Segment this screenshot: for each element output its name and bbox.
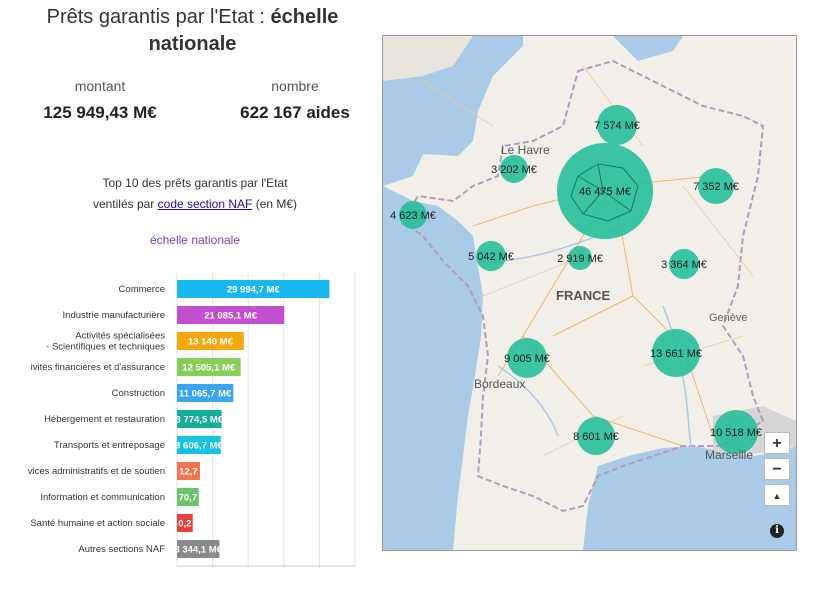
chart-value-label: 0,2 bbox=[178, 519, 191, 530]
naf-bar-chart: Commerce 29 994,7 M€ Industrie manufacturi… bbox=[28, 272, 356, 568]
chart-category-label: Transports et entreposage bbox=[54, 440, 165, 451]
map-land-uk bbox=[383, 36, 473, 81]
chart-bar[interactable] bbox=[177, 306, 285, 324]
map-cluster-label: 3 364 M€ bbox=[661, 259, 707, 271]
subtitle-line2: ventilés par code section NAF (en M€) bbox=[40, 194, 350, 215]
chart-category-label: Hébergement et restauration bbox=[44, 414, 165, 425]
chart-value-label: 3 774,5 M€ bbox=[176, 415, 224, 426]
map-roads bbox=[472, 175, 714, 447]
chart-value-label: 21 085,1 M€ bbox=[204, 311, 258, 322]
title-part2: échelle bbox=[270, 6, 339, 28]
page-title: Prêts garantis par l'Etat : échelle nati… bbox=[0, 4, 385, 58]
map-france-border bbox=[401, 59, 765, 513]
chart-category-label: Activités spécialisées bbox=[75, 331, 165, 342]
chart-category-label: vices administratifs et de soutien bbox=[28, 466, 165, 477]
place-marseille: Marseille bbox=[705, 448, 753, 462]
place-bordeaux: Bordeaux bbox=[474, 377, 525, 391]
map-cluster-marker[interactable] bbox=[399, 201, 427, 229]
chart-bar[interactable] bbox=[177, 462, 200, 480]
map-cluster-marker[interactable] bbox=[714, 410, 758, 454]
title-part1: Prêts garantis par l'Etat : bbox=[46, 6, 271, 28]
map-cluster-label: 46 475 M€ bbox=[579, 186, 631, 198]
chart-bar[interactable] bbox=[177, 280, 330, 298]
map-cluster-marker[interactable] bbox=[577, 417, 615, 455]
chart-bar[interactable] bbox=[177, 410, 222, 428]
map-clusters: 7 574 M€ 3 202 M€ 46 475 M€ 7 352 M€ 4 623 M… bbox=[390, 105, 762, 455]
place-geneve: Genève bbox=[709, 312, 748, 324]
chart-category-label: Construction bbox=[112, 388, 165, 399]
info-icon[interactable]: i bbox=[770, 524, 784, 538]
place-le-havre: Le Havre bbox=[501, 143, 550, 157]
chart-category-label: Information et communication bbox=[40, 492, 165, 503]
scale-label: échelle nationale bbox=[149, 233, 241, 247]
map-sea-mediterranean bbox=[583, 446, 796, 550]
map-cluster-marker[interactable] bbox=[476, 241, 506, 271]
amount-label: montant bbox=[74, 78, 126, 94]
map-cluster-label: 3 202 M€ bbox=[491, 164, 537, 176]
chart-category-label: Autres sections NAF bbox=[78, 544, 165, 555]
chart-bar[interactable] bbox=[177, 488, 199, 506]
map-sea-north bbox=[613, 36, 683, 61]
chart-value-label: 12,7 bbox=[179, 467, 198, 478]
map-cluster-label: 5 042 M€ bbox=[468, 251, 514, 263]
map-cluster-label: 4 623 M€ bbox=[390, 210, 436, 222]
map-cluster-marker[interactable] bbox=[500, 155, 528, 183]
chart-value-label: 13 140 M€ bbox=[188, 337, 234, 348]
chart-bar[interactable] bbox=[177, 514, 193, 532]
zoom-out-button[interactable]: − bbox=[764, 458, 790, 480]
chart-category-label: Industrie manufacturière bbox=[63, 310, 165, 321]
chart-category-label: - Scientifiques et techniques bbox=[46, 342, 165, 353]
chart-value-label: 11 065,7 M€ bbox=[179, 389, 232, 400]
map-cluster-label: 7 352 M€ bbox=[693, 181, 739, 193]
chart-bar[interactable] bbox=[177, 436, 221, 454]
place-france: FRANCE bbox=[556, 288, 610, 303]
count-label: nombre bbox=[271, 78, 319, 94]
chart-category-label: Commerce bbox=[119, 284, 165, 295]
map-cluster-marker[interactable] bbox=[652, 329, 700, 377]
chart-value-label: 12 505,1 M€ bbox=[182, 363, 236, 374]
chart-category-label: ivités financières et d'assurance bbox=[31, 362, 165, 373]
map-cluster-marker[interactable] bbox=[597, 105, 637, 145]
amount-value: 125 949,43 M€ bbox=[43, 103, 157, 122]
map-sea-atlantic bbox=[383, 186, 483, 550]
naf-link[interactable]: code section NAF bbox=[157, 197, 253, 211]
chart-value-label: 29 994,7 M€ bbox=[227, 285, 281, 296]
map-cluster-label: 9 005 M€ bbox=[504, 353, 550, 365]
map-cluster-marker[interactable] bbox=[669, 249, 699, 279]
map-cluster-marker[interactable] bbox=[698, 168, 734, 204]
zoom-in-button[interactable]: + bbox=[764, 432, 790, 454]
map-panel[interactable]: 7 574 M€ 3 202 M€ 46 475 M€ 7 352 M€ 4 623 M… bbox=[382, 35, 797, 551]
subtitle-line1: Top 10 des prêts garantis par l'Etat bbox=[102, 176, 288, 190]
subtitle-suffix: (en M€) bbox=[252, 197, 298, 211]
chart-bar[interactable] bbox=[177, 332, 244, 350]
chart-value-label: 3 344,1 M€ bbox=[174, 545, 222, 556]
count-value: 622 167 aides bbox=[240, 103, 350, 122]
subtitle-prefix: ventilés par bbox=[92, 197, 158, 211]
chart-bar[interactable] bbox=[177, 384, 234, 402]
map-cluster-label: 2 919 M€ bbox=[557, 253, 603, 265]
map-cluster-marker[interactable] bbox=[507, 338, 547, 378]
map-river-garonne bbox=[497, 365, 559, 437]
chart-category-label: Santé humaine et action sociale bbox=[30, 518, 165, 529]
map-departments-outline bbox=[570, 163, 639, 222]
chart-value-label: 3 606,7 M€ bbox=[175, 441, 223, 452]
map-cluster-label: 13 661 M€ bbox=[650, 348, 702, 360]
map-cluster-label: 8 601 M€ bbox=[573, 431, 619, 443]
map-cluster-label: 10 518 M€ bbox=[710, 427, 762, 439]
compass-icon[interactable]: ▲ bbox=[764, 484, 790, 506]
chart-subtitle: Top 10 des prêts garantis par l'Etat ven… bbox=[40, 173, 350, 215]
map-cluster-marker[interactable] bbox=[557, 143, 653, 239]
map-canvas[interactable]: 7 574 M€ 3 202 M€ 46 475 M€ 7 352 M€ 4 623 M… bbox=[383, 36, 796, 550]
map-cluster-marker[interactable] bbox=[568, 246, 592, 270]
chart-bar[interactable] bbox=[177, 358, 241, 376]
chart-value-label: 70,7 bbox=[179, 493, 198, 504]
map-cluster-label: 7 574 M€ bbox=[594, 120, 640, 132]
chart-bar[interactable] bbox=[177, 540, 220, 558]
title-part3: nationale bbox=[148, 33, 237, 55]
